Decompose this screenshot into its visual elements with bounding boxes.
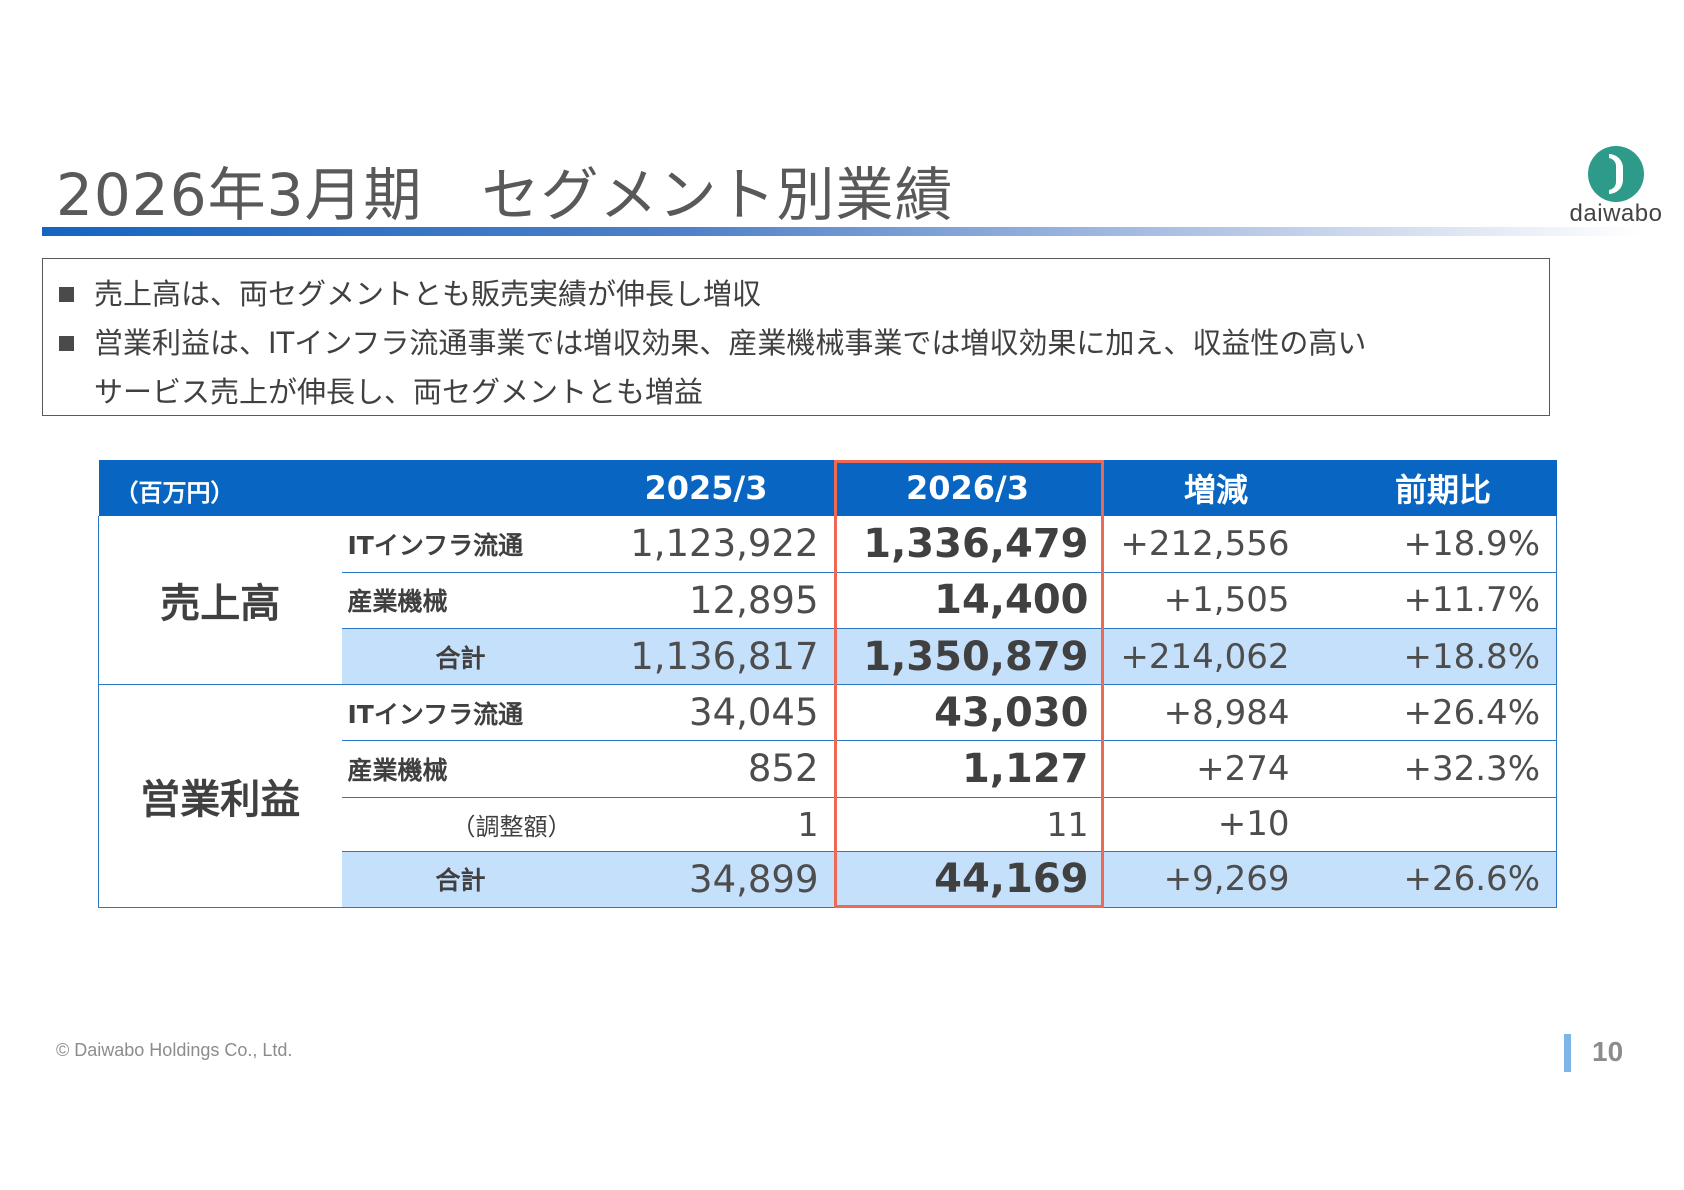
square-bullet-icon bbox=[59, 335, 74, 351]
summary-bullet-2-continued: サービス売上が伸長し、両セグメントとも増益 bbox=[59, 369, 703, 411]
row-label: 合計 bbox=[341, 851, 580, 909]
value-yoy: +26.6% bbox=[1329, 851, 1557, 909]
summary-box: 売上高は、両セグメントとも販売実績が伸長し増収 営業利益は、ITインフラ流通事業… bbox=[42, 258, 1550, 416]
value-change: +212,556 bbox=[1102, 516, 1330, 573]
table-row: 売上高 ITインフラ流通 1,123,922 1,336,479 +212,55… bbox=[98, 516, 1557, 686]
row-label: 産業機械 bbox=[341, 572, 580, 629]
value-yoy: +11.7% bbox=[1329, 572, 1557, 629]
table-row-total: 合計 34,899 44,169 +9,269 +26.6% bbox=[99, 851, 1557, 909]
value-prev: 852 bbox=[579, 740, 833, 798]
value-yoy: +18.9% bbox=[1329, 516, 1557, 573]
row-label: ITインフラ流通 bbox=[341, 684, 580, 742]
table-row: 産業機械 12,895 14,400 +1,505 +11.7% bbox=[99, 572, 1557, 629]
table-row: 営業利益 ITインフラ流通 34,045 43,030 +8,984 +26.4… bbox=[98, 684, 1557, 908]
value-yoy: +18.8% bbox=[1329, 628, 1557, 686]
value-curr: 1,127 bbox=[832, 740, 1103, 798]
value-curr: 1,350,879 bbox=[832, 628, 1103, 686]
value-yoy: +26.4% bbox=[1329, 684, 1557, 742]
summary-bullet-2: 営業利益は、ITインフラ流通事業では増収効果、産業機械事業では増収効果に加え、収… bbox=[59, 320, 1366, 362]
logo-text: daiwabo bbox=[1569, 200, 1663, 227]
summary-text-1: 売上高は、両セグメントとも販売実績が伸長し増収 bbox=[94, 277, 762, 311]
group-operating-income: 営業利益 bbox=[98, 684, 342, 908]
page-title: 2026年3月期 セグメント別業績 bbox=[56, 161, 954, 229]
header-yoy: 前期比 bbox=[1329, 460, 1557, 516]
header-fy2025: 2025/3 bbox=[579, 460, 833, 516]
value-change: +274 bbox=[1102, 740, 1330, 798]
summary-text-2: 営業利益は、ITインフラ流通事業では増収効果、産業機械事業では増収効果に加え、収… bbox=[94, 326, 1367, 360]
group-sales: 売上高 bbox=[98, 516, 342, 686]
page-number-bar bbox=[1564, 1034, 1571, 1072]
table-header-row: （百万円） 2025/3 2026/3 増減 前期比 bbox=[98, 460, 1557, 516]
value-change: +1,505 bbox=[1102, 572, 1330, 629]
value-curr: 43,030 bbox=[832, 684, 1103, 742]
company-logo: daiwabo bbox=[1566, 146, 1666, 227]
value-change: +9,269 bbox=[1102, 851, 1330, 909]
copyright: © Daiwabo Holdings Co., Ltd. bbox=[56, 1040, 293, 1060]
value-prev: 1,123,922 bbox=[579, 516, 833, 573]
value-prev: 1 bbox=[579, 797, 833, 852]
header-change: 増減 bbox=[1102, 460, 1330, 516]
segment-results-table: （百万円） 2025/3 2026/3 増減 前期比 売上高 ITインフラ流通 … bbox=[98, 460, 1557, 909]
table-row-adjustment: （調整額） 1 11 +10 bbox=[99, 797, 1557, 852]
value-prev: 1,136,817 bbox=[579, 628, 833, 686]
value-curr: 44,169 bbox=[832, 851, 1103, 909]
value-prev: 34,045 bbox=[579, 684, 833, 742]
logo-mark-icon bbox=[1588, 146, 1644, 202]
row-label: ITインフラ流通 bbox=[341, 516, 580, 573]
row-label: 産業機械 bbox=[341, 740, 580, 798]
value-change: +10 bbox=[1102, 797, 1330, 852]
unit-label: （百万円） bbox=[98, 460, 342, 516]
header-fy2026: 2026/3 bbox=[832, 460, 1103, 516]
square-bullet-icon bbox=[59, 286, 74, 302]
value-yoy bbox=[1329, 797, 1557, 852]
table-row: 産業機械 852 1,127 +274 +32.3% bbox=[99, 740, 1557, 798]
title-underline-gradient bbox=[42, 227, 1642, 236]
row-label: 合計 bbox=[341, 628, 580, 686]
value-prev: 12,895 bbox=[579, 572, 833, 629]
summary-text-3: サービス売上が伸長し、両セグメントとも増益 bbox=[94, 375, 704, 409]
summary-bullet-1: 売上高は、両セグメントとも販売実績が伸長し増収 bbox=[59, 271, 761, 313]
table-row-total: 合計 1,136,817 1,350,879 +214,062 +18.8% bbox=[99, 628, 1557, 686]
value-change: +214,062 bbox=[1102, 628, 1330, 686]
value-curr: 11 bbox=[832, 797, 1103, 852]
header-spacer bbox=[341, 460, 580, 516]
row-label: （調整額） bbox=[341, 797, 580, 852]
value-curr: 14,400 bbox=[832, 572, 1103, 629]
value-prev: 34,899 bbox=[579, 851, 833, 909]
page-number: 10 bbox=[1592, 1036, 1624, 1067]
value-change: +8,984 bbox=[1102, 684, 1330, 742]
value-curr: 1,336,479 bbox=[832, 516, 1103, 573]
value-yoy: +32.3% bbox=[1329, 740, 1557, 798]
